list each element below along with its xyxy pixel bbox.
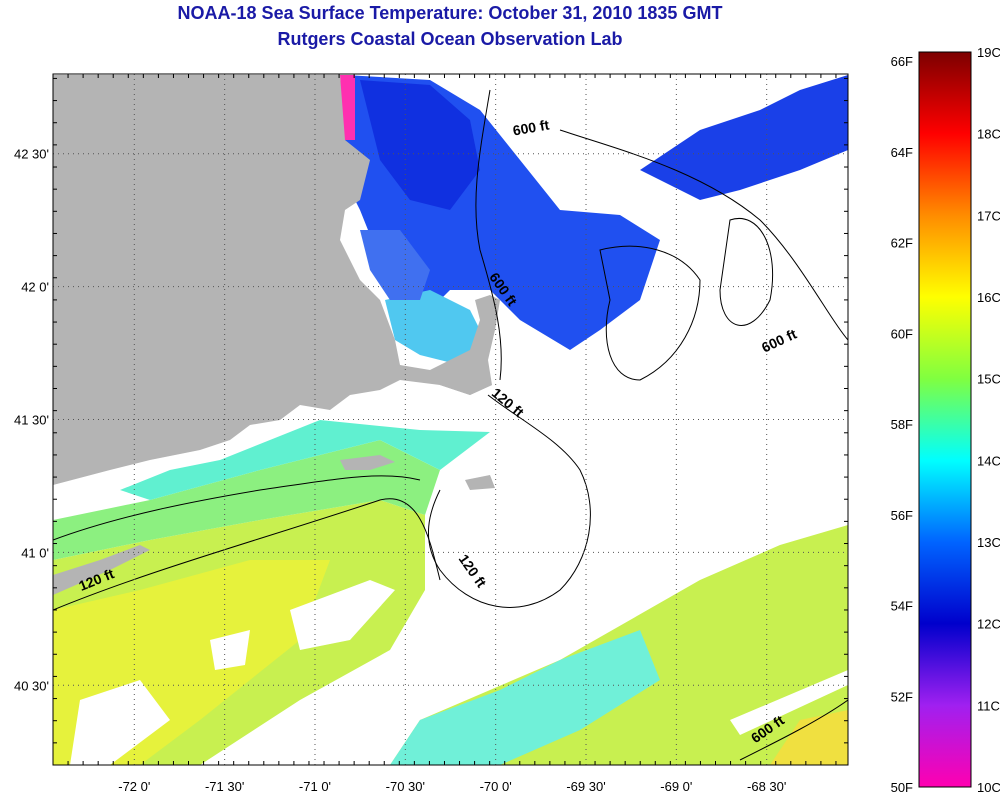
sst-warm-southeast-yellow — [770, 710, 848, 765]
contour-inner-gulf — [599, 245, 701, 381]
colorbar-f-label: 56F — [891, 508, 913, 523]
colorbar-f-label: 66F — [891, 54, 913, 69]
colorbar-f-label: 52F — [891, 689, 913, 704]
sst-nearshore-cyan — [120, 420, 490, 500]
lon-tick-label: -71 30' — [205, 779, 244, 794]
longitude-labels: -72 0' -71 30' -71 0' -70 30' -70 0' -69 30' -… — [118, 779, 786, 794]
colorbar-f-label: 60F — [891, 326, 913, 341]
cape-cod — [430, 295, 500, 395]
colorbar — [918, 51, 972, 788]
lat-tick-label: 41 30' — [14, 413, 49, 428]
colorbar-c-label: 14C — [977, 453, 1000, 468]
colorbar-f-label: 54F — [891, 599, 913, 614]
contour-shelf-inner — [53, 475, 421, 541]
lat-tick-label: 41 0' — [21, 545, 49, 560]
map-title: NOAA-18 Sea Surface Temperature: October… — [177, 3, 723, 23]
contour-label: 600 ft — [512, 116, 551, 138]
map-frame — [52, 73, 849, 766]
colorbar-c-label: 13C — [977, 535, 1000, 550]
lon-tick-label: -71 0' — [299, 779, 331, 794]
lat-tick-label: 40 30' — [14, 678, 49, 693]
colorbar-c-label: 12C — [977, 617, 1000, 632]
graticule — [53, 74, 848, 765]
colorbar-f-label: 62F — [891, 236, 913, 251]
sst-cold-mid — [360, 230, 430, 300]
sst-warm-southeast-cyan — [390, 630, 660, 765]
colorbar-f-label: 50F — [891, 780, 913, 795]
marthas-vineyard — [340, 455, 395, 470]
frame-ticks — [52, 74, 848, 766]
lon-tick-label: -68 30' — [747, 779, 786, 794]
lon-tick-label: -70 30' — [386, 779, 425, 794]
sst-cold-cape-cod-bay — [385, 290, 490, 365]
lon-tick-label: -69 30' — [566, 779, 605, 794]
contour-600ft-shelf — [53, 498, 441, 611]
contour-120ft — [427, 394, 591, 608]
nantucket — [465, 475, 495, 490]
colorbar-c-label: 10C — [977, 780, 1000, 795]
contour-600ft-southeast — [739, 699, 848, 761]
colorbar-c-label: 15C — [977, 372, 1000, 387]
colorbar-c-label: 16C — [977, 290, 1000, 305]
colorbar-c-label: 11C — [977, 698, 1000, 713]
sst-warm-shelf-green — [53, 440, 440, 560]
contour-600ft-east — [559, 129, 848, 341]
long-island — [53, 545, 150, 595]
colorbar-f-label: 58F — [891, 417, 913, 432]
sst-cold-gulf-dark — [360, 80, 480, 210]
sst-cold-northeast — [640, 75, 848, 200]
no-data-gap-1 — [290, 580, 395, 650]
latitude-labels: 42 30' 42 0' 41 30' 41 0' 40 30' — [14, 147, 49, 694]
colorbar-c-label: 19C — [977, 45, 1000, 60]
no-data-gap-se — [730, 670, 848, 735]
new-england-land — [53, 75, 492, 485]
lat-tick-label: 42 30' — [14, 147, 49, 162]
lon-tick-label: -70 0' — [480, 779, 512, 794]
colorbar-labels: 66F 64F 62F 60F 58F 56F 54F 52F 50F 19C 18C 17C 16C 1… — [891, 45, 1000, 795]
colorbar-c-label: 17C — [977, 208, 1000, 223]
map-subtitle: Rutgers Coastal Ocean Observation Lab — [277, 29, 623, 49]
lat-tick-label: 42 0' — [21, 280, 49, 295]
lon-tick-label: -69 0' — [660, 779, 692, 794]
no-data-gap-3 — [210, 630, 250, 670]
colorbar-c-label: 18C — [977, 127, 1000, 142]
no-data-gap-2 — [70, 680, 170, 765]
contour-600ft-gulf — [475, 89, 502, 381]
contour-ne-basin — [719, 218, 774, 326]
lon-tick-label: -72 0' — [118, 779, 150, 794]
colorbar-f-label: 64F — [891, 145, 913, 160]
